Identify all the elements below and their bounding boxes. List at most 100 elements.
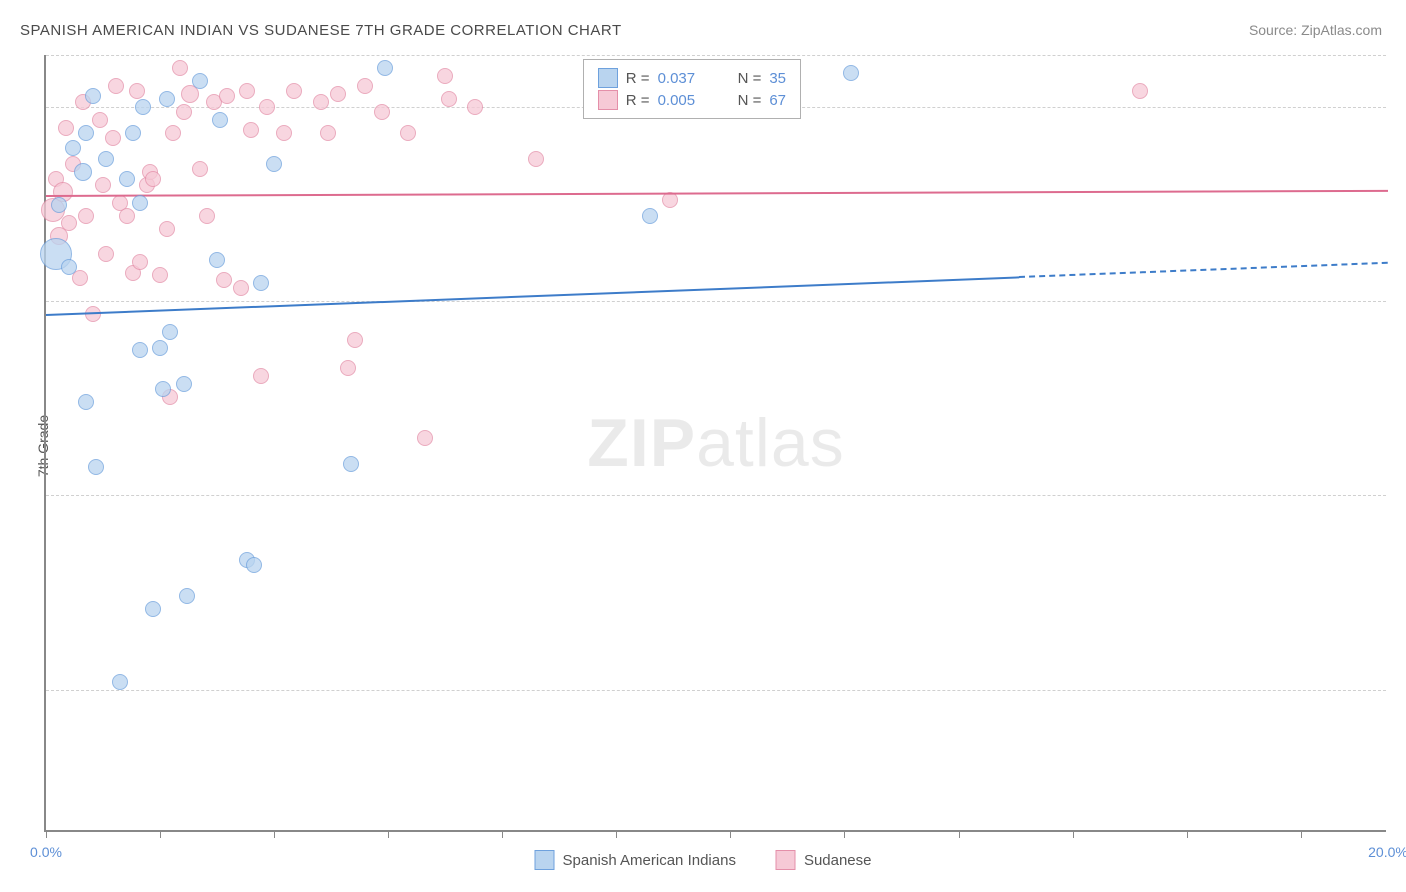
- scatter-point-blue: [377, 60, 393, 76]
- scatter-point-pink: [172, 60, 188, 76]
- scatter-point-blue: [152, 340, 168, 356]
- scatter-point-blue: [212, 112, 228, 128]
- n-label: N =: [738, 70, 762, 87]
- scatter-point-blue: [98, 151, 114, 167]
- x-tick: [844, 830, 845, 838]
- gridline-h: [46, 690, 1386, 691]
- scatter-point-pink: [357, 78, 373, 94]
- scatter-point-pink: [78, 208, 94, 224]
- scatter-point-blue: [125, 125, 141, 141]
- stats-row-pink: R = 0.005N = 67: [598, 90, 786, 110]
- x-tick: [616, 830, 617, 838]
- source-attribution: Source: ZipAtlas.com: [1249, 22, 1382, 38]
- scatter-point-pink: [347, 332, 363, 348]
- scatter-point-pink: [95, 177, 111, 193]
- x-tick: [274, 830, 275, 838]
- scatter-point-blue: [88, 459, 104, 475]
- scatter-point-pink: [58, 120, 74, 136]
- scatter-point-blue: [132, 342, 148, 358]
- legend-label-pink: Sudanese: [804, 852, 872, 869]
- scatter-point-blue: [266, 156, 282, 172]
- scatter-point-pink: [1132, 83, 1148, 99]
- scatter-point-pink: [528, 151, 544, 167]
- x-tick: [502, 830, 503, 838]
- scatter-point-pink: [176, 104, 192, 120]
- stats-row-blue: R = 0.037 N = 35: [598, 68, 786, 88]
- gridline-h: [46, 495, 1386, 496]
- r-value: 0.037: [658, 70, 718, 87]
- r-label: R =: [626, 92, 650, 109]
- scatter-point-pink: [243, 122, 259, 138]
- scatter-point-pink: [330, 86, 346, 102]
- swatch-pink: [776, 850, 796, 870]
- scatter-point-blue: [85, 88, 101, 104]
- scatter-point-blue: [119, 171, 135, 187]
- trend-line-pink: [46, 190, 1388, 197]
- chart-title: SPANISH AMERICAN INDIAN VS SUDANESE 7TH …: [20, 22, 622, 39]
- scatter-point-blue: [78, 125, 94, 141]
- scatter-point-blue: [159, 91, 175, 107]
- legend-item-pink: Sudanese: [776, 850, 872, 870]
- scatter-point-blue: [155, 381, 171, 397]
- scatter-point-pink: [132, 254, 148, 270]
- scatter-point-pink: [216, 272, 232, 288]
- scatter-point-pink: [92, 112, 108, 128]
- r-value: 0.005: [658, 92, 718, 109]
- scatter-point-pink: [437, 68, 453, 84]
- scatter-point-blue: [209, 252, 225, 268]
- scatter-point-blue: [74, 163, 92, 181]
- scatter-point-pink: [400, 125, 416, 141]
- legend-item-blue: Spanish American Indians: [535, 850, 736, 870]
- scatter-point-blue: [246, 557, 262, 573]
- scatter-point-pink: [320, 125, 336, 141]
- scatter-point-blue: [78, 394, 94, 410]
- trend-line-dashed-blue: [1019, 262, 1388, 278]
- scatter-point-pink: [98, 246, 114, 262]
- x-tick: [1073, 830, 1074, 838]
- r-label: R =: [626, 70, 650, 87]
- scatter-point-pink: [441, 91, 457, 107]
- scatter-point-pink: [233, 280, 249, 296]
- scatter-point-pink: [119, 208, 135, 224]
- scatter-point-pink: [152, 267, 168, 283]
- x-tick: [388, 830, 389, 838]
- scatter-point-blue: [343, 456, 359, 472]
- scatter-point-pink: [467, 99, 483, 115]
- scatter-point-pink: [239, 83, 255, 99]
- scatter-point-blue: [179, 588, 195, 604]
- x-tick-label: 0.0%: [30, 844, 62, 860]
- scatter-point-pink: [276, 125, 292, 141]
- x-tick: [1301, 830, 1302, 838]
- scatter-point-blue: [65, 140, 81, 156]
- scatter-point-pink: [313, 94, 329, 110]
- scatter-point-blue: [176, 376, 192, 392]
- scatter-point-pink: [199, 208, 215, 224]
- scatter-point-blue: [51, 197, 67, 213]
- scatter-point-pink: [259, 99, 275, 115]
- scatter-point-pink: [286, 83, 302, 99]
- n-value: 35: [769, 70, 786, 87]
- x-tick: [959, 830, 960, 838]
- scatter-point-pink: [108, 78, 124, 94]
- scatter-point-blue: [61, 259, 77, 275]
- scatter-point-pink: [417, 430, 433, 446]
- scatter-point-pink: [159, 221, 175, 237]
- swatch-pink-icon: [598, 90, 618, 110]
- bottom-legend: Spanish American Indians Sudanese: [535, 850, 872, 870]
- scatter-point-pink: [340, 360, 356, 376]
- scatter-point-blue: [135, 99, 151, 115]
- trend-line-blue: [46, 276, 1019, 316]
- scatter-point-blue: [253, 275, 269, 291]
- scatter-point-pink: [192, 161, 208, 177]
- scatter-point-pink: [253, 368, 269, 384]
- x-tick: [1187, 830, 1188, 838]
- legend-label-blue: Spanish American Indians: [563, 852, 736, 869]
- scatter-point-blue: [642, 208, 658, 224]
- scatter-point-pink: [145, 171, 161, 187]
- scatter-point-blue: [192, 73, 208, 89]
- swatch-blue: [535, 850, 555, 870]
- scatter-point-pink: [219, 88, 235, 104]
- plot-area: ZIPatlas 77.5%85.0%92.5%100.0%0.0%20.0%R…: [44, 55, 1386, 832]
- n-label: N =: [738, 92, 762, 109]
- x-tick: [46, 830, 47, 838]
